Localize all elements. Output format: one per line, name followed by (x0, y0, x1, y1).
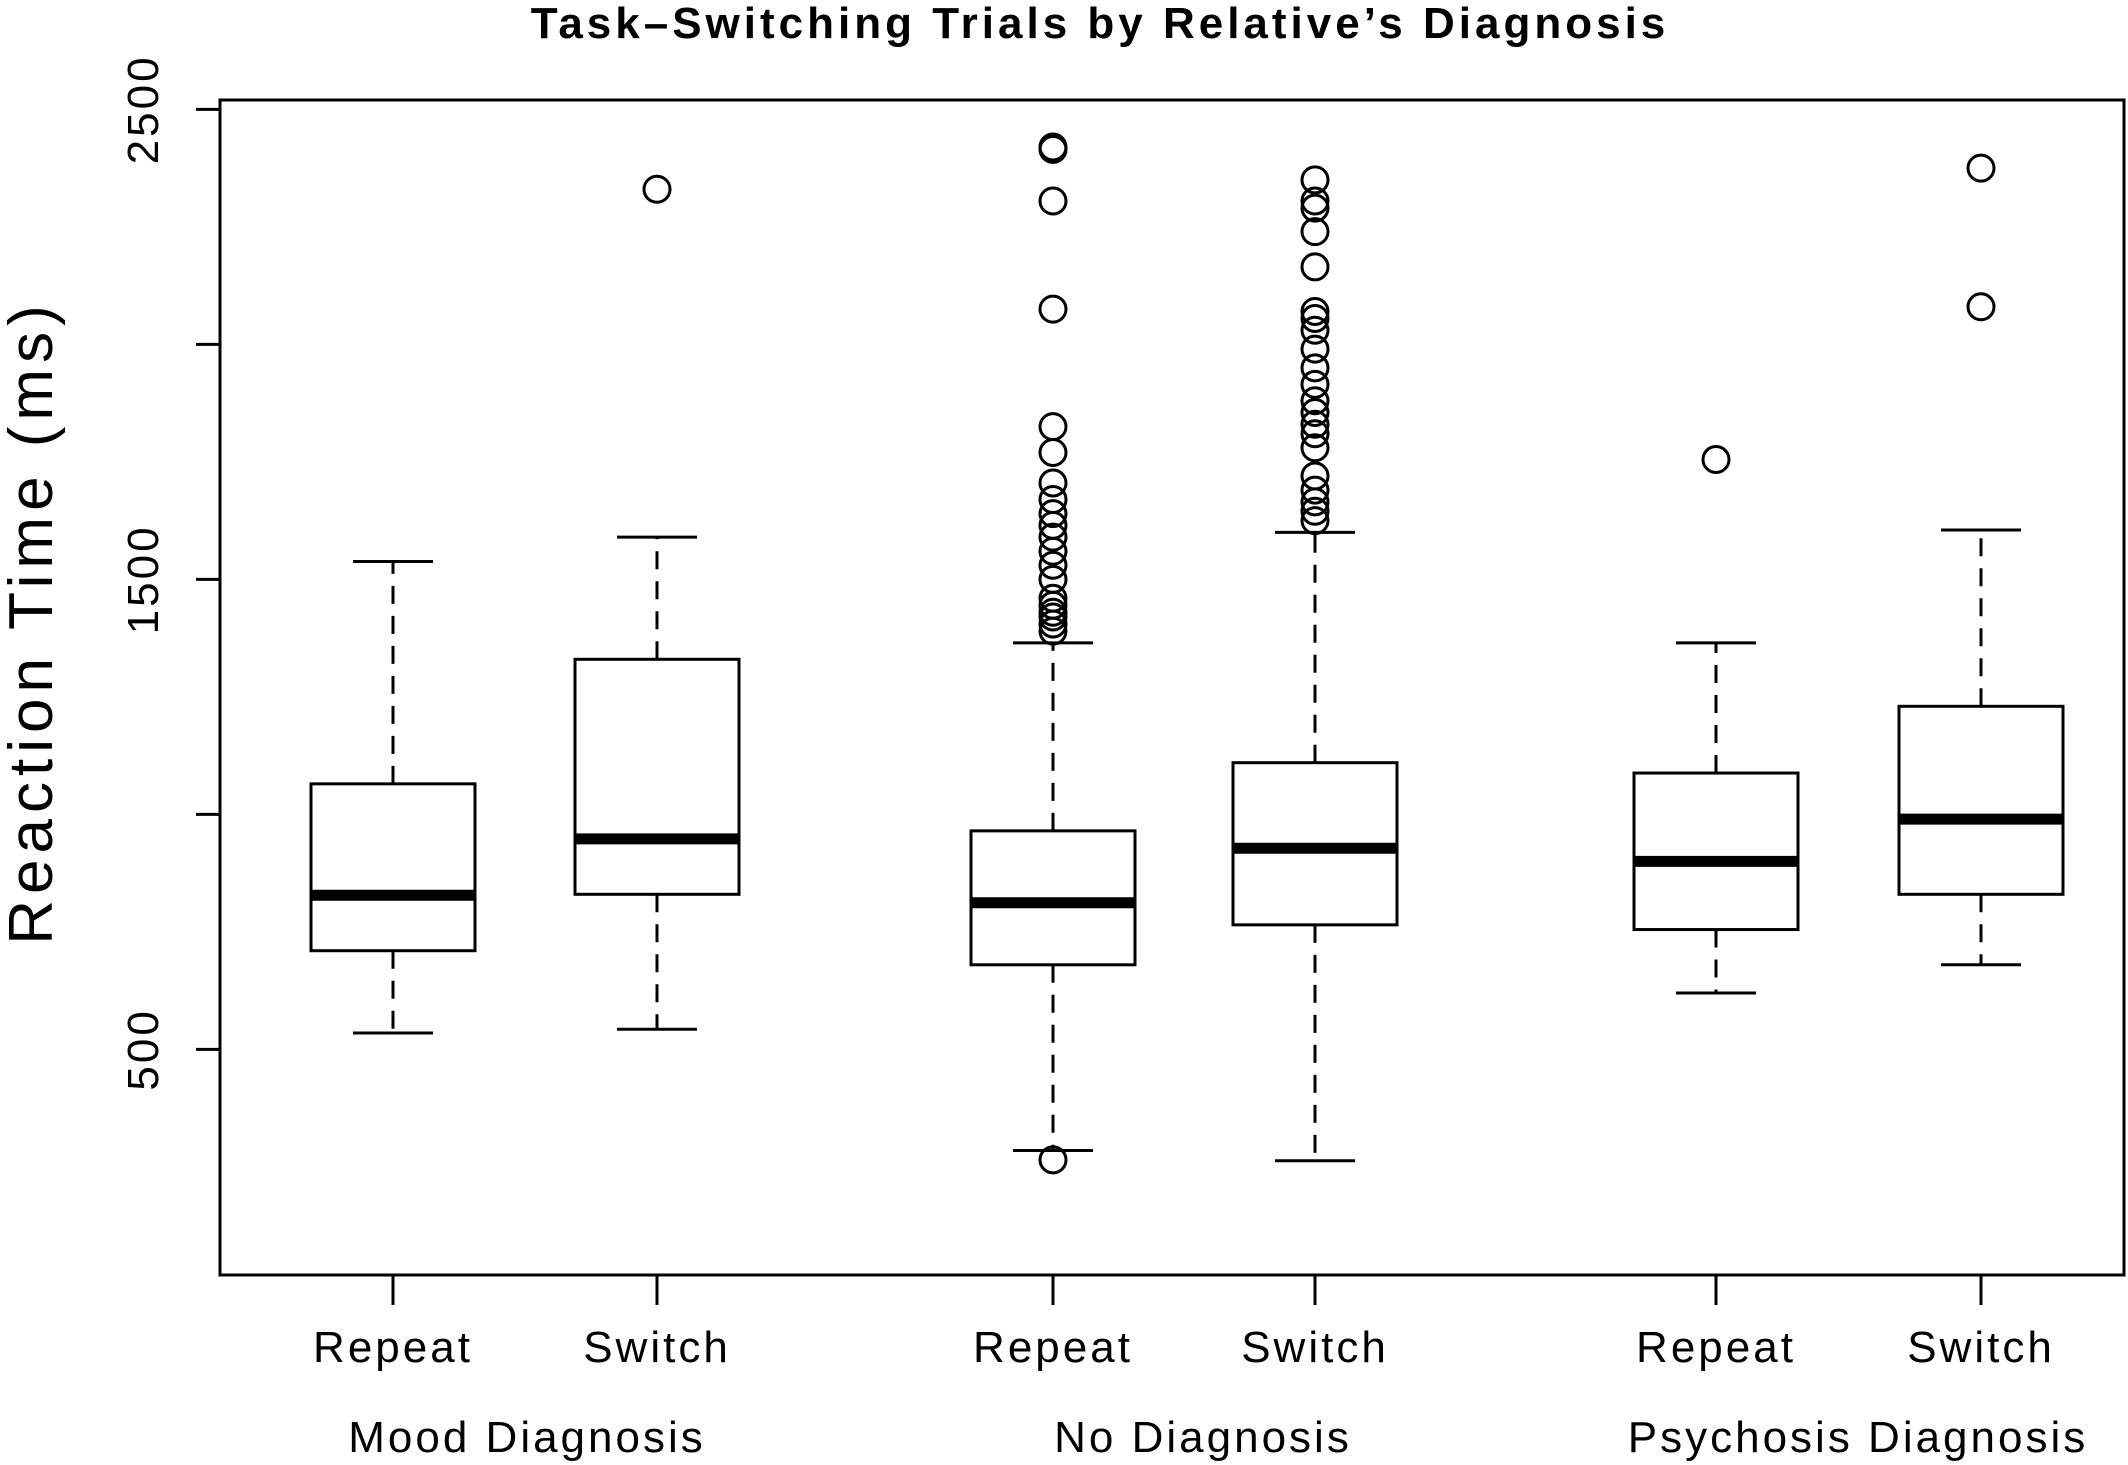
outlier-point (1038, 186, 1068, 216)
outlier-point (1038, 583, 1068, 613)
outlier-point (1701, 445, 1731, 475)
outlier-point (1966, 292, 1996, 322)
outlier-point (1300, 297, 1330, 326)
outlier-point (1300, 398, 1330, 428)
box-6 (1897, 153, 2065, 967)
x-axis: Repeat Switch Repeat Switch Repeat Switch Mood… (313, 1275, 2089, 1462)
box-4 (1231, 165, 1399, 1163)
x-tick-label: Switch (583, 1323, 731, 1372)
outlier-point (1300, 186, 1330, 216)
x-tick-label: Repeat (1636, 1323, 1796, 1372)
box-2 (573, 174, 741, 1031)
plot-frame (218, 98, 2126, 1277)
outlier-point (1300, 506, 1330, 536)
x-tick-label: Repeat (313, 1323, 473, 1372)
x-tick-label: Switch (1907, 1323, 2055, 1372)
y-tick-label: 1500 (119, 524, 168, 634)
box-body (573, 657, 741, 896)
outlier-point (1038, 522, 1068, 552)
outlier-point (1300, 193, 1330, 223)
y-axis: 500 1500 2500 (119, 54, 220, 1091)
box-5 (1632, 445, 1800, 995)
y-axis-label: Reaction Time (ms) (0, 299, 66, 944)
outlier-point (1300, 433, 1330, 463)
boxes-layer (309, 132, 2065, 1175)
box-1 (309, 560, 477, 1035)
outlier-point (1038, 438, 1068, 467)
box-body (1632, 771, 1800, 932)
box-3 (969, 132, 1137, 1175)
chart-title: Task–Switching Trials by Relative’s Diag… (531, 0, 1670, 48)
outlier-point (1300, 409, 1330, 439)
outlier-point (1300, 252, 1330, 282)
group-label: No Diagnosis (1054, 1413, 1352, 1462)
y-tick-label: 2500 (119, 54, 168, 164)
box-body (1897, 704, 2065, 896)
outlier-point (1038, 412, 1068, 442)
group-label: Psychosis Diagnosis (1628, 1413, 2089, 1462)
outlier-point (1038, 485, 1068, 514)
outlier-point (1300, 369, 1330, 399)
outlier-point (1300, 334, 1330, 364)
outlier-point (1300, 315, 1330, 345)
x-tick-label: Repeat (973, 1323, 1133, 1372)
group-label: Mood Diagnosis (348, 1413, 706, 1462)
outlier-point (1300, 475, 1330, 505)
outlier-point (1038, 550, 1068, 580)
outlier-point (1038, 564, 1068, 594)
y-tick-label: 500 (119, 1008, 168, 1090)
outlier-point (1300, 386, 1330, 416)
outlier-point (1038, 1145, 1068, 1175)
outlier-point (1300, 304, 1330, 334)
outlier-point (642, 174, 672, 204)
outlier-point (1966, 153, 1996, 183)
outlier-point (1300, 353, 1330, 383)
outlier-point (1038, 499, 1068, 529)
outlier-point (1038, 468, 1068, 498)
outlier-point (1300, 217, 1330, 247)
x-tick-label: Switch (1241, 1323, 1389, 1372)
outlier-point (1038, 294, 1068, 324)
outlier-point (1300, 419, 1330, 449)
outlier-point (1038, 134, 1068, 164)
outlier-point (1300, 496, 1330, 526)
outlier-point (1038, 132, 1068, 162)
box-body (309, 782, 477, 953)
outlier-point (1038, 597, 1068, 627)
outlier-point (1300, 461, 1330, 491)
outlier-point (1300, 165, 1330, 195)
